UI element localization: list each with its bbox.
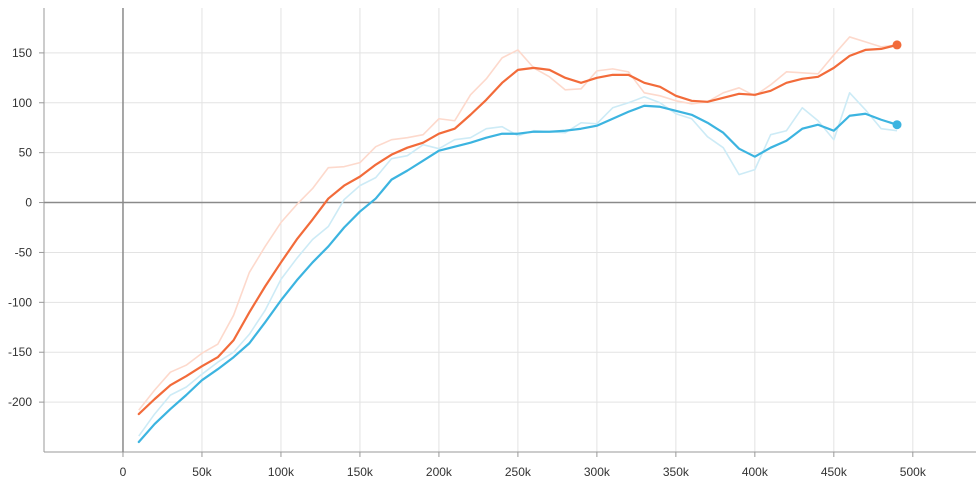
x-tick-label: 50k [192, 465, 212, 479]
y-tick-label: -150 [8, 345, 32, 359]
x-tick-label: 0 [120, 465, 127, 479]
x-tick-label: 500k [900, 465, 927, 479]
end-point-marker-1 [892, 40, 902, 50]
x-tick-labels: 0 50k 100k 150k 200k 250k 300k 350k 400k 450k 500k [120, 465, 927, 479]
x-tick-label: 100k [268, 465, 295, 479]
raw-series-line-1 [138, 36, 898, 411]
smoothed-series-line-2 [137, 104, 899, 444]
end-markers [892, 40, 902, 130]
raw-series-lines [138, 36, 898, 437]
x-tick-label: 250k [505, 465, 532, 479]
y-tick-label: 50 [19, 146, 33, 160]
raw-series-line-2 [138, 92, 898, 437]
y-tick-label: -50 [15, 245, 33, 259]
x-tick-label: 350k [663, 465, 690, 479]
axes [39, 8, 976, 457]
y-tick-label: -200 [8, 395, 32, 409]
x-tick-label: 400k [742, 465, 769, 479]
y-tick-label: 150 [12, 46, 32, 60]
y-tick-label: 100 [12, 96, 32, 110]
y-tick-label: 0 [25, 196, 32, 210]
grid-lines [44, 8, 976, 452]
smoothed-series-line-1 [137, 43, 899, 416]
x-tick-label: 150k [347, 465, 374, 479]
x-tick-label: 200k [426, 465, 453, 479]
smoothed-series-lines [137, 43, 899, 444]
y-tick-labels: -200 -150 -100 -50 0 50 100 150 [8, 46, 32, 409]
x-tick-label: 450k [821, 465, 848, 479]
x-tick-label: 300k [584, 465, 611, 479]
end-point-marker-2 [892, 120, 902, 130]
y-tick-label: -100 [8, 295, 32, 309]
